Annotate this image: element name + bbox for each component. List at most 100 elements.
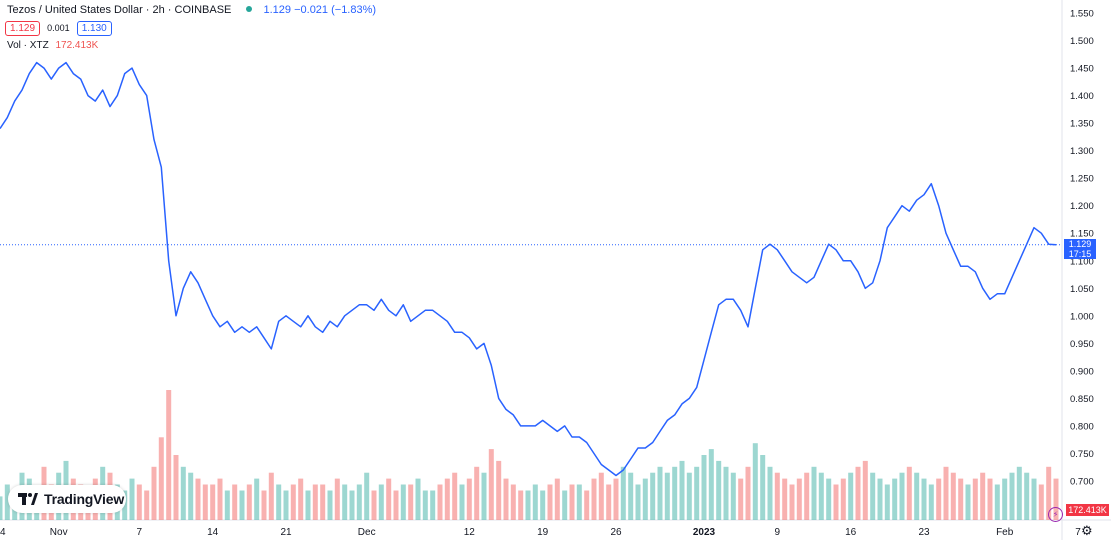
sell-price-button[interactable]: 1.129 bbox=[5, 21, 41, 36]
volume-bar bbox=[246, 484, 252, 520]
time-tick-label: 2023 bbox=[693, 527, 716, 538]
volume-value: 172.413K bbox=[55, 40, 99, 51]
volume-bar bbox=[540, 490, 546, 520]
volume-bar bbox=[4, 484, 10, 520]
volume-bar bbox=[899, 472, 905, 520]
volume-bar bbox=[789, 484, 795, 520]
tradingview-logo[interactable]: TradingView bbox=[8, 485, 126, 513]
symbol-title[interactable]: Tezos / United States Dollar · 2h · COIN… bbox=[7, 4, 232, 16]
volume-bar bbox=[987, 478, 993, 520]
time-tick-label: Feb bbox=[996, 527, 1014, 538]
price-tick-label: 0.950 bbox=[1070, 339, 1094, 350]
volume-label[interactable]: Vol · XTZ bbox=[7, 40, 49, 51]
volume-bar bbox=[305, 490, 311, 520]
volume-bar bbox=[254, 478, 260, 520]
volume-bar bbox=[745, 466, 751, 520]
volume-legend: Vol · XTZ 172.413K bbox=[7, 40, 98, 51]
volume-bar bbox=[122, 490, 128, 520]
volume-bar bbox=[554, 478, 560, 520]
volume-bar bbox=[378, 484, 384, 520]
volume-bar bbox=[129, 478, 135, 520]
volume-bar bbox=[708, 449, 714, 520]
buy-price-button[interactable]: 1.130 bbox=[76, 21, 112, 36]
volume-bar bbox=[320, 484, 326, 520]
volume-bar bbox=[202, 484, 208, 520]
price-tick-label: 0.700 bbox=[1070, 477, 1094, 488]
volume-bar bbox=[804, 472, 810, 520]
time-tick-label: 19 bbox=[537, 527, 549, 538]
volume-bar bbox=[444, 478, 450, 520]
volume-bar bbox=[994, 484, 1000, 520]
flash-icon[interactable]: ⚡ bbox=[1048, 507, 1063, 522]
volume-bar bbox=[862, 460, 868, 520]
tradingview-logo-icon bbox=[18, 493, 38, 505]
price-change: −0.021 (−1.83%) bbox=[294, 4, 377, 16]
volume-bar bbox=[811, 466, 817, 520]
volume-bar bbox=[1024, 472, 1030, 520]
bar-countdown: 17:15 bbox=[1068, 249, 1092, 259]
volume-bar bbox=[188, 472, 194, 520]
time-tick-label: 24 bbox=[0, 527, 6, 538]
tradingview-logo-text: TradingView bbox=[44, 491, 125, 507]
volume-bar bbox=[518, 490, 524, 520]
volume-bar bbox=[613, 478, 619, 520]
volume-bar bbox=[767, 466, 773, 520]
settings-gear-icon[interactable]: ⚙ bbox=[1081, 523, 1093, 538]
time-tick-label: 23 bbox=[918, 527, 930, 538]
bid-ask-row: 1.129 0.001 1.130 bbox=[5, 21, 112, 36]
volume-bar bbox=[334, 478, 340, 520]
volume-bar bbox=[151, 466, 157, 520]
volume-bar bbox=[679, 460, 685, 520]
volume-bar bbox=[701, 455, 707, 520]
price-tick-label: 1.050 bbox=[1070, 284, 1094, 295]
volume-bar bbox=[1038, 484, 1044, 520]
volume-bar bbox=[356, 484, 362, 520]
price-tick-label: 1.250 bbox=[1070, 174, 1094, 185]
volume-bar bbox=[972, 478, 978, 520]
price-axis[interactable]: 1.550 1.500 1.450 1.400 1.350 1.300 1.250 1.200… bbox=[1070, 9, 1094, 488]
volume-bar bbox=[166, 390, 172, 520]
volume-bar bbox=[422, 490, 428, 520]
volume-bar bbox=[584, 490, 590, 520]
volume-bar bbox=[268, 472, 274, 520]
volume-bar bbox=[635, 484, 641, 520]
time-tick-label: 9 bbox=[775, 527, 781, 538]
volume-bar bbox=[466, 478, 472, 520]
price-tick-label: 1.300 bbox=[1070, 146, 1094, 157]
volume-bar bbox=[818, 472, 824, 520]
volume-bar bbox=[1009, 472, 1015, 520]
volume-bar bbox=[232, 484, 238, 520]
volume-bar bbox=[437, 484, 443, 520]
price-tick-label: 1.150 bbox=[1070, 229, 1094, 240]
volume-bar bbox=[884, 484, 890, 520]
volume-bar bbox=[210, 484, 216, 520]
volume-bar bbox=[730, 472, 736, 520]
volume-bar bbox=[312, 484, 318, 520]
price-tick-label: 1.400 bbox=[1070, 91, 1094, 102]
volume-bar bbox=[327, 490, 333, 520]
time-axis[interactable]: 24Nov71421Dec121926202391623Feb713 bbox=[0, 527, 1111, 538]
volume-bar bbox=[921, 478, 927, 520]
time-tick-label: 21 bbox=[280, 527, 292, 538]
volume-bar bbox=[349, 490, 355, 520]
volume-bar bbox=[686, 472, 692, 520]
spread-value: 0.001 bbox=[47, 23, 70, 33]
last-price-tag: 1.129 17:15 bbox=[1064, 239, 1096, 259]
price-tick-label: 1.550 bbox=[1070, 9, 1094, 20]
volume-bar bbox=[488, 449, 494, 520]
price-tick-label: 1.500 bbox=[1070, 36, 1094, 47]
volume-bar bbox=[386, 478, 392, 520]
volume-bar bbox=[877, 478, 883, 520]
volume-bars bbox=[0, 390, 1059, 520]
volume-bar bbox=[452, 472, 458, 520]
volume-bar bbox=[136, 484, 142, 520]
volume-bar bbox=[826, 478, 832, 520]
volume-tag: 172.413K bbox=[1066, 504, 1109, 516]
volume-bar bbox=[936, 478, 942, 520]
volume-bar bbox=[642, 478, 648, 520]
volume-bar bbox=[400, 484, 406, 520]
time-tick-label: 7 bbox=[137, 527, 143, 538]
volume-bar bbox=[1046, 466, 1052, 520]
volume-bar bbox=[782, 478, 788, 520]
